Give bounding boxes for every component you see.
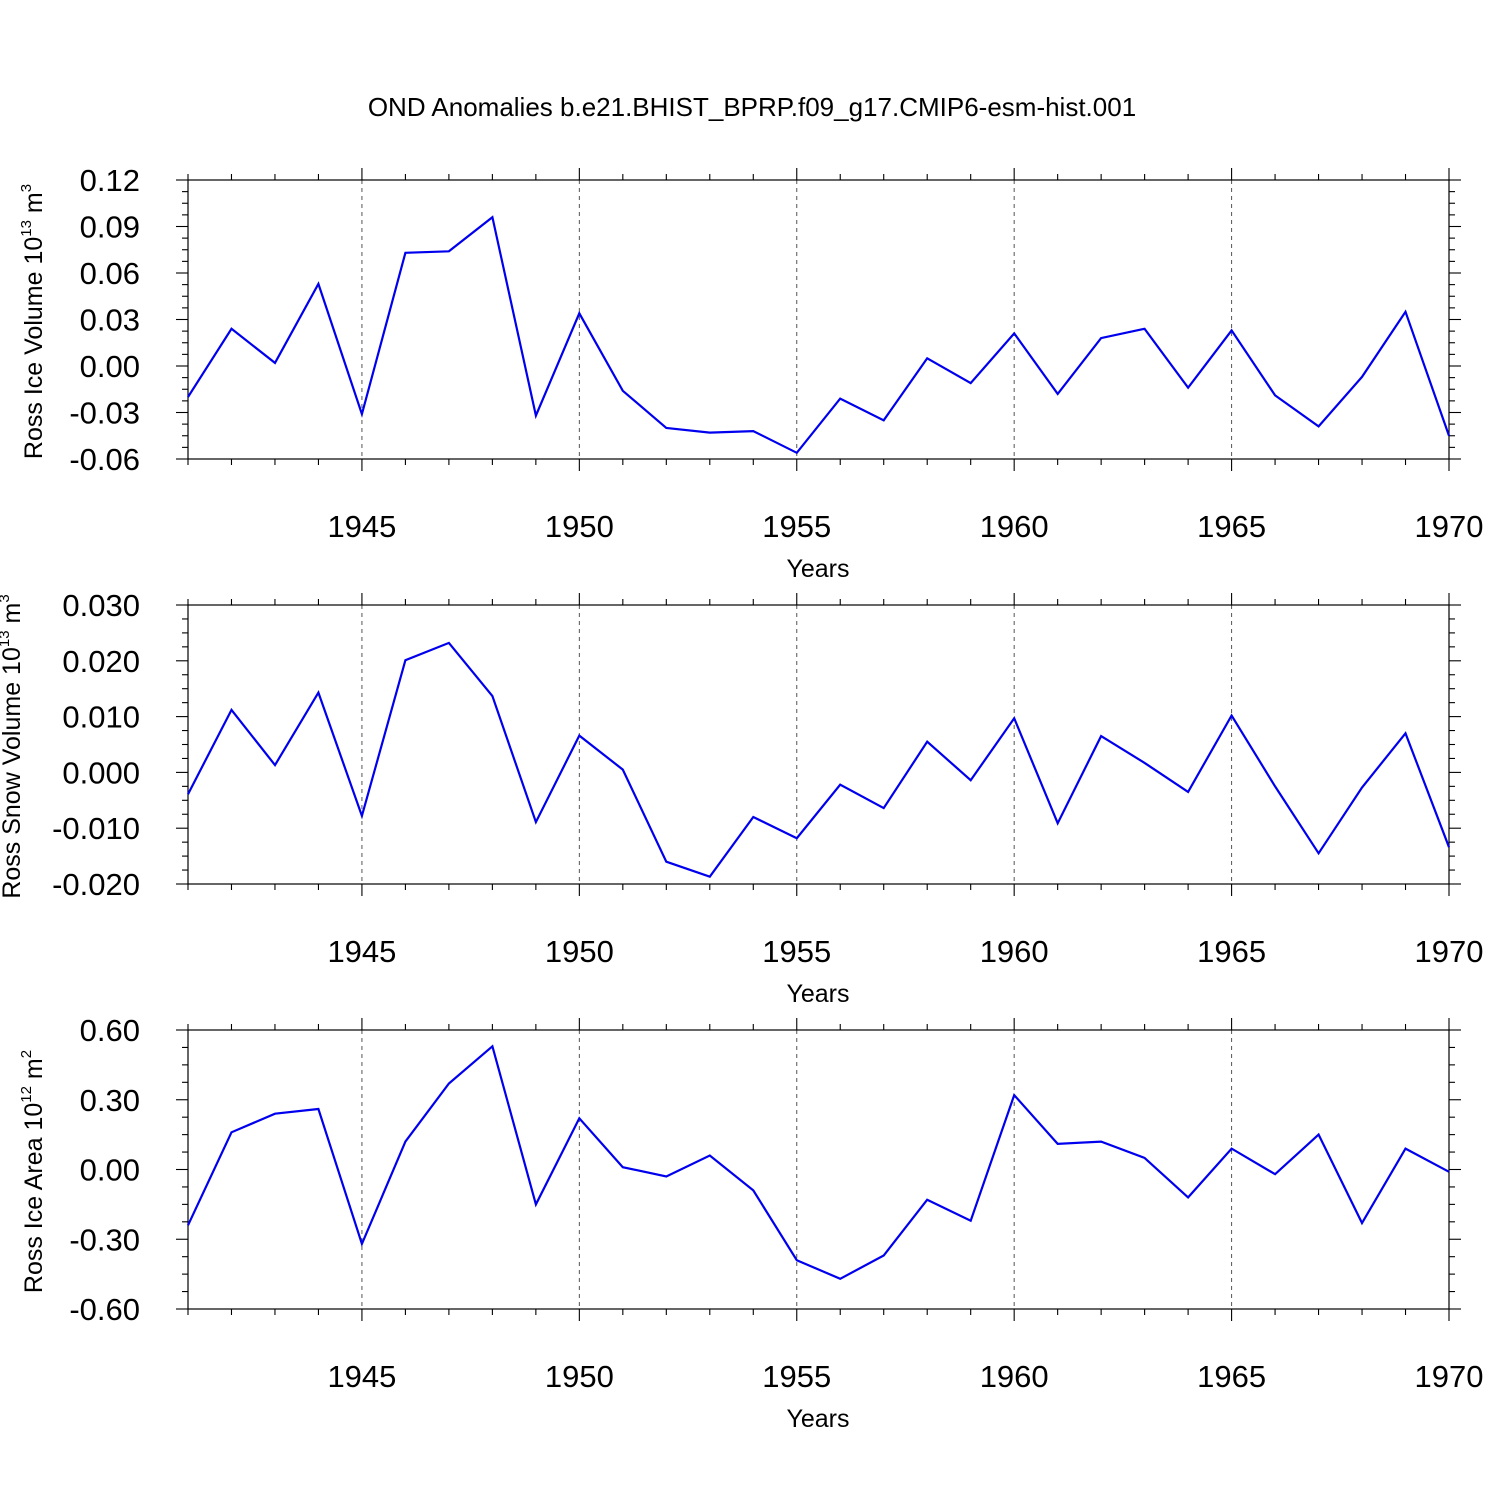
y-tick-label: 0.09 [80,210,140,245]
x-tick-label: 1945 [327,509,396,544]
x-axis-label: Years [786,555,849,583]
y-tick-label: -0.010 [52,811,140,846]
series-line [187,641,1451,879]
y-label-exponent: 13 [18,220,35,237]
y-tick-label: 0.03 [80,303,140,338]
y-tick-label: -0.03 [69,396,140,431]
y-label-unit-exponent: 3 [18,184,35,192]
plot-frame [187,604,1450,885]
y-axis-label: Ross Ice Area 1012 m2 [18,1050,48,1293]
x-tick-label: 1955 [762,1359,831,1394]
x-tick-label: 1950 [545,1359,614,1394]
y-tick-label: 0.030 [62,588,140,623]
y-tick-label: 0.010 [62,700,140,735]
y-label-unit-exponent: 3 [0,594,13,602]
y-tick-label: 0.60 [80,1013,140,1048]
y-tick-label: 0.00 [80,349,140,384]
figure-title: OND Anomalies b.e21.BHIST_BPRP.f09_g17.C… [368,92,1136,122]
x-tick-label: 1955 [762,509,831,544]
plot-frame [187,1029,1450,1310]
x-axis-label: Years [786,980,849,1008]
x-tick-label: 1950 [545,934,614,969]
y-tick-label: -0.020 [52,867,140,902]
y-label-base: Ross Ice Volume 10 [20,237,48,459]
x-tick-label: 1950 [545,509,614,544]
x-tick-label: 1970 [1415,509,1484,544]
y-label-exponent: 13 [0,630,13,647]
x-tick-label: 1960 [980,934,1049,969]
y-tick-label: 0.12 [80,163,140,198]
chart-panel-2: 0.030 0.020 0.010 0.000 -0.010 -0.020 1945 1950… [0,588,1483,1008]
x-tick-label: 1960 [980,1359,1049,1394]
y-axis-label: Ross Ice Volume 1013 m3 [18,184,48,459]
y-tick-label: 0.020 [62,644,140,679]
x-tick-label: 1970 [1415,1359,1484,1394]
series-line [187,1044,1450,1281]
y-label-base: Ross Ice Area 10 [20,1103,48,1293]
y-tick-label: -0.30 [69,1222,140,1257]
y-label-base: Ross Snow Volume 10 [0,647,26,899]
x-tick-label: 1945 [327,934,396,969]
plot-frame [187,179,1450,460]
y-axis-label: Ross Snow Volume 1013 m3 [0,594,26,898]
y-tick-label: 0.30 [80,1083,140,1118]
y-label-unit-exponent: 2 [18,1050,35,1058]
y-tick-label: -0.60 [69,1292,140,1327]
panels: 0.12 0.09 0.06 0.03 0.00 -0.03 -0.06 1945 1950 19… [0,163,1483,1433]
y-tick-label: 0.000 [62,755,140,790]
y-tick-label: -0.06 [69,442,140,477]
x-tick-label: 1970 [1415,934,1484,969]
y-label-unit: m [20,192,48,220]
x-tick-label: 1960 [980,509,1049,544]
x-tick-label: 1965 [1197,934,1266,969]
y-label-exponent: 12 [18,1086,35,1103]
chart-panel-1: 0.12 0.09 0.06 0.03 0.00 -0.03 -0.06 1945 1950 19… [18,163,1483,583]
y-label-unit: m [20,1058,48,1086]
x-tick-label: 1955 [762,934,831,969]
y-tick-label: 0.06 [80,256,140,291]
series-line [187,215,1451,455]
x-tick-label: 1965 [1197,1359,1266,1394]
y-tick-label: 0.00 [80,1153,140,1188]
x-axis-label: Years [786,1405,849,1433]
chart-panel-3: 0.60 0.30 0.00 -0.30 -0.60 1945 1950 1955 1960 19… [18,1013,1483,1433]
y-label-unit: m [0,603,26,631]
x-tick-label: 1945 [327,1359,396,1394]
x-tick-label: 1965 [1197,509,1266,544]
